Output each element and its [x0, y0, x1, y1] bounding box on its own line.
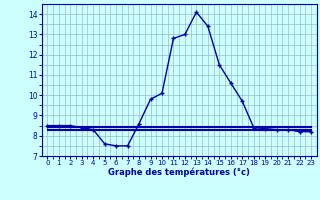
X-axis label: Graphe des températures (°c): Graphe des températures (°c) [108, 168, 250, 177]
